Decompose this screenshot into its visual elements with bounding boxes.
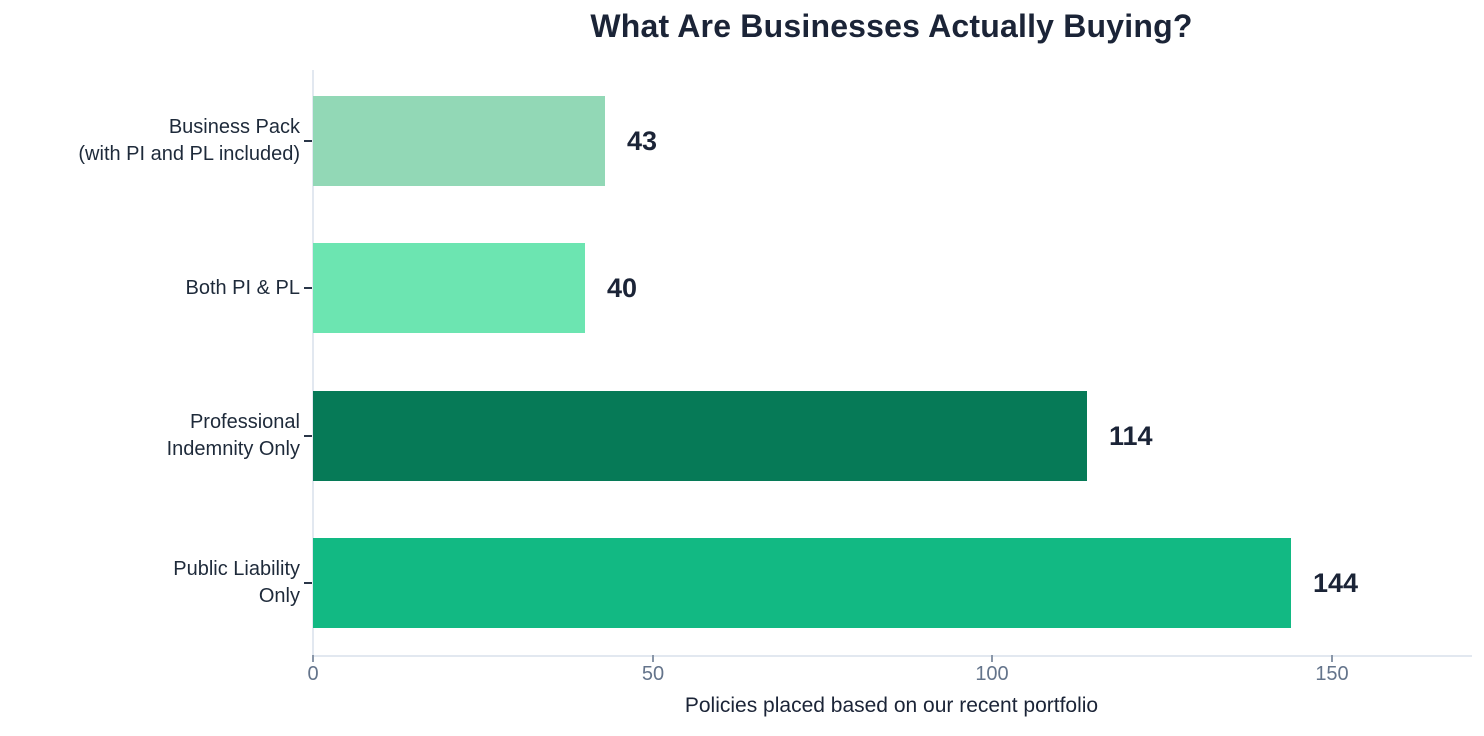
category-label: Both PI & PL xyxy=(185,276,300,299)
y-axis-tick xyxy=(304,140,312,142)
category-label: Business Pack (with PI and PL included) xyxy=(78,116,300,165)
x-axis-label: Policies placed based on our recent port… xyxy=(684,694,1099,717)
bar-value-label: 114 xyxy=(1109,420,1153,451)
x-axis-line xyxy=(312,655,1472,657)
x-axis-tick xyxy=(312,655,314,662)
x-axis-tick xyxy=(991,655,993,662)
x-axis-tick xyxy=(652,655,654,662)
bar-1 xyxy=(313,243,585,333)
x-tick-label: 100 xyxy=(975,663,1009,685)
bar-3 xyxy=(313,538,1291,628)
y-axis-tick xyxy=(304,582,312,584)
y-axis-tick xyxy=(304,287,312,289)
bar-0 xyxy=(313,96,605,186)
x-tick-label: 0 xyxy=(307,663,319,685)
bar-value-label: 144 xyxy=(1313,567,1359,598)
chart-title: What Are Businesses Actually Buying? xyxy=(590,8,1193,44)
bar-2 xyxy=(313,391,1087,481)
bar-value-label: 40 xyxy=(607,272,638,303)
x-axis-tick xyxy=(1331,655,1333,662)
category-label: Public Liability Only xyxy=(173,558,300,607)
y-axis-tick xyxy=(304,435,312,437)
y-axis-line xyxy=(312,70,314,655)
x-tick-label: 50 xyxy=(641,663,665,685)
bar-value-label: 43 xyxy=(627,125,658,156)
category-label: Professional Indemnity Only xyxy=(166,411,300,460)
x-tick-label: 150 xyxy=(1315,663,1349,685)
